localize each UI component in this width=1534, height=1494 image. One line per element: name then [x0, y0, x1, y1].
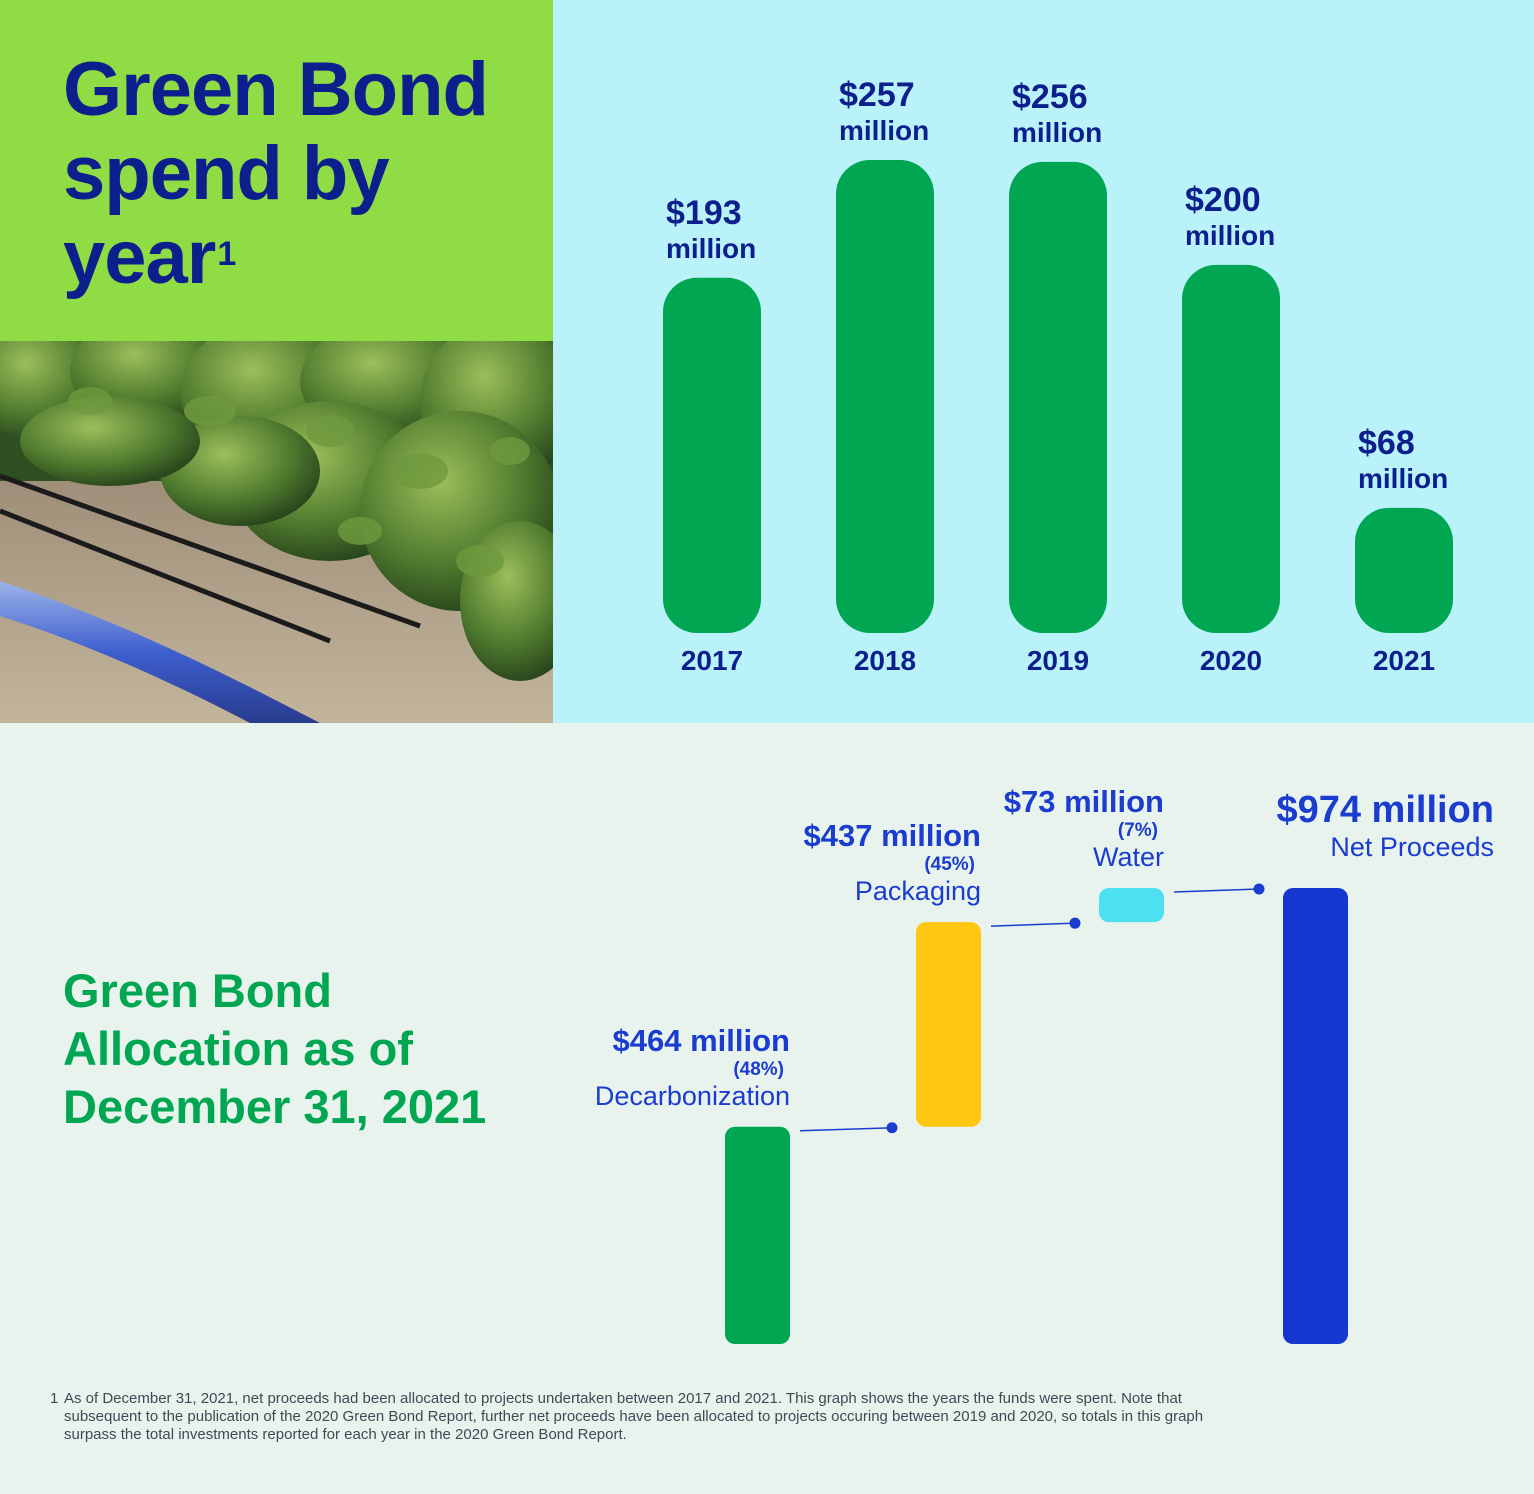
waterfall-value-label: $974 million — [1276, 789, 1494, 831]
year-tick-label: 2017 — [681, 645, 743, 676]
waterfall-bar-net-proceeds — [1283, 888, 1348, 1344]
waterfall-value-label: $464 million — [613, 1023, 790, 1058]
waterfall-bar-packaging — [916, 922, 981, 1127]
bar-value-label: $256 — [1012, 78, 1088, 116]
waterfall-bar-water — [1099, 888, 1164, 923]
bar-2020 — [1182, 264, 1280, 633]
connector-dot — [1069, 917, 1081, 929]
waterfall-value-label: $73 million — [1004, 784, 1164, 819]
bar-value-label: $193 — [666, 194, 742, 232]
footnote-marker: 1 — [217, 235, 236, 273]
spend-by-year-chart: $193 million 2017 $257 million 2018 $256 millio… — [553, 0, 1534, 723]
bar-value-label: $200 — [1185, 181, 1261, 219]
bar-unit-label: million — [839, 115, 929, 146]
bar-2019 — [1009, 161, 1107, 634]
connector-dot — [1253, 883, 1265, 895]
field-photo-illustration — [0, 341, 553, 723]
connector-line — [799, 1127, 893, 1132]
allocation-title: Green Bond Allocation as of December 31,… — [63, 964, 487, 1133]
year-tick-label: 2019 — [1027, 645, 1089, 676]
bar-2018 — [836, 160, 934, 633]
field-photo — [0, 341, 553, 723]
bar-unit-label: million — [666, 233, 756, 264]
bar-2021 — [1355, 507, 1453, 633]
waterfall-category-label: Packaging — [855, 876, 981, 906]
waterfall-category-label: Net Proceeds — [1330, 832, 1494, 862]
waterfall-value-label: $437 million — [804, 818, 981, 853]
year-tick-label: 2018 — [854, 645, 916, 676]
connector-line — [1173, 888, 1260, 893]
waterfall-category-label: Water — [1093, 842, 1164, 872]
footnote-text: As of December 31, 2021, net proceeds ha… — [64, 1390, 1204, 1443]
title-panel: Green Bond spend by year1 — [0, 0, 553, 341]
year-tick-label: 2020 — [1200, 645, 1262, 676]
bar-2017 — [663, 277, 761, 633]
connector-dot — [886, 1122, 898, 1134]
bar-unit-label: million — [1358, 463, 1448, 494]
bar-unit-label: million — [1185, 220, 1275, 251]
waterfall-percent-label: (45%) — [924, 854, 975, 875]
spend-by-year-svg: $193million2017$257million2018$256millio… — [663, 76, 1453, 676]
connector-line — [990, 922, 1076, 927]
waterfall-percent-label: (48%) — [733, 1059, 784, 1080]
page-title: Green Bond spend by year1 — [63, 47, 489, 300]
footnote-number: 1 — [50, 1390, 59, 1407]
allocation-waterfall-svg: $464 million(48%)Decarbonization $437 mil… — [595, 784, 1494, 1344]
bar-unit-label: million — [1012, 117, 1102, 148]
footnote: 1 As of December 31, 2021, net proceeds … — [50, 1390, 1230, 1444]
bar-value-label: $257 — [839, 76, 915, 114]
waterfall-percent-label: (7%) — [1118, 820, 1158, 841]
waterfall-category-label: Decarbonization — [595, 1081, 790, 1111]
waterfall-bar-decarbonization — [725, 1126, 790, 1344]
year-tick-label: 2021 — [1373, 645, 1435, 676]
bar-value-label: $68 — [1358, 424, 1415, 462]
